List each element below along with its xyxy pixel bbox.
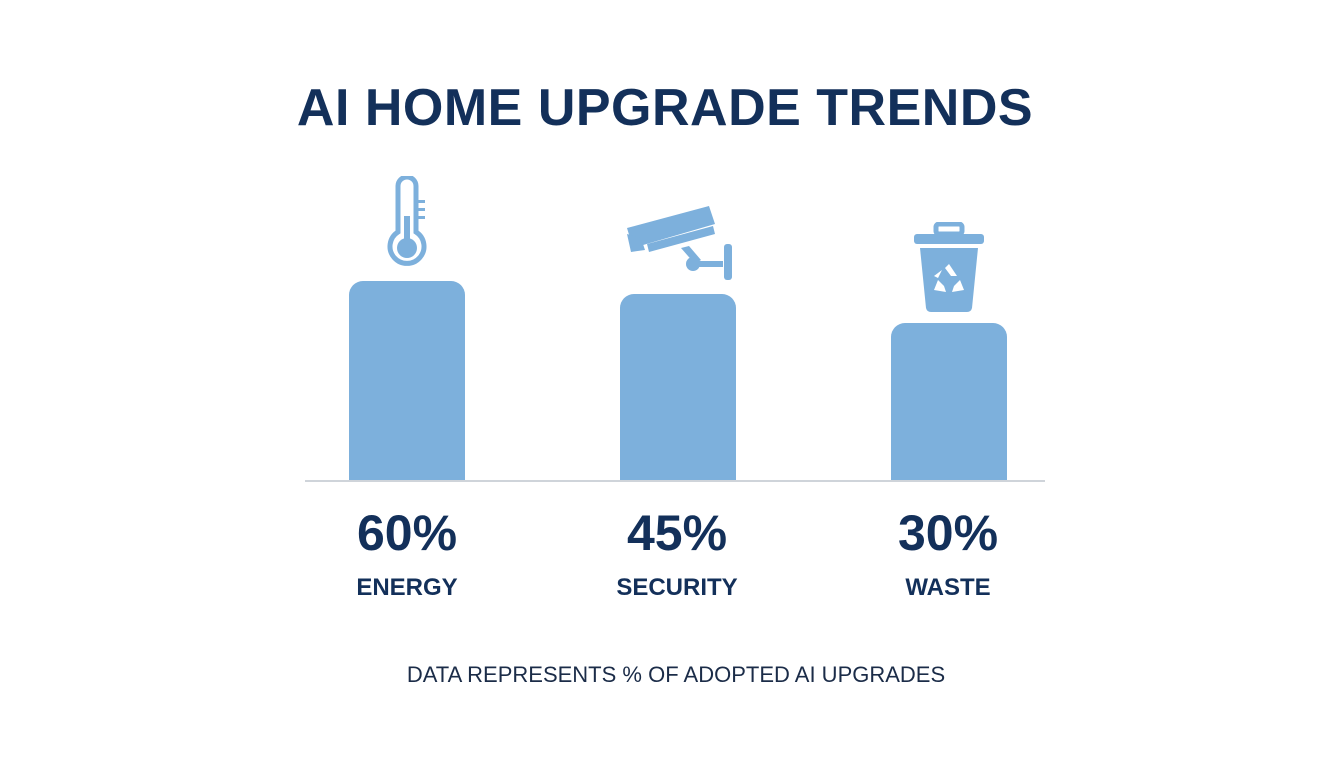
label-energy: ENERGY: [356, 574, 458, 601]
footnote: DATA REPRESENTS % OF ADOPTED AI UPGRADES: [406, 662, 946, 687]
label-security: SECURITY: [616, 574, 738, 601]
value-energy: 60%: [356, 505, 458, 561]
security-camera-icon: [627, 206, 732, 280]
value-waste: 30%: [897, 505, 999, 561]
bar-energy: [349, 281, 465, 481]
value-security: 45%: [626, 505, 728, 561]
recycle-bin-icon: [914, 222, 984, 312]
chart-title: AI HOME UPGRADE TRENDS: [296, 79, 1034, 137]
thermometer-icon: [387, 176, 427, 266]
label-waste: WASTE: [905, 574, 991, 601]
bar-security: [620, 294, 736, 481]
bar-waste: [891, 323, 1007, 481]
x-axis-line: [305, 480, 1045, 482]
